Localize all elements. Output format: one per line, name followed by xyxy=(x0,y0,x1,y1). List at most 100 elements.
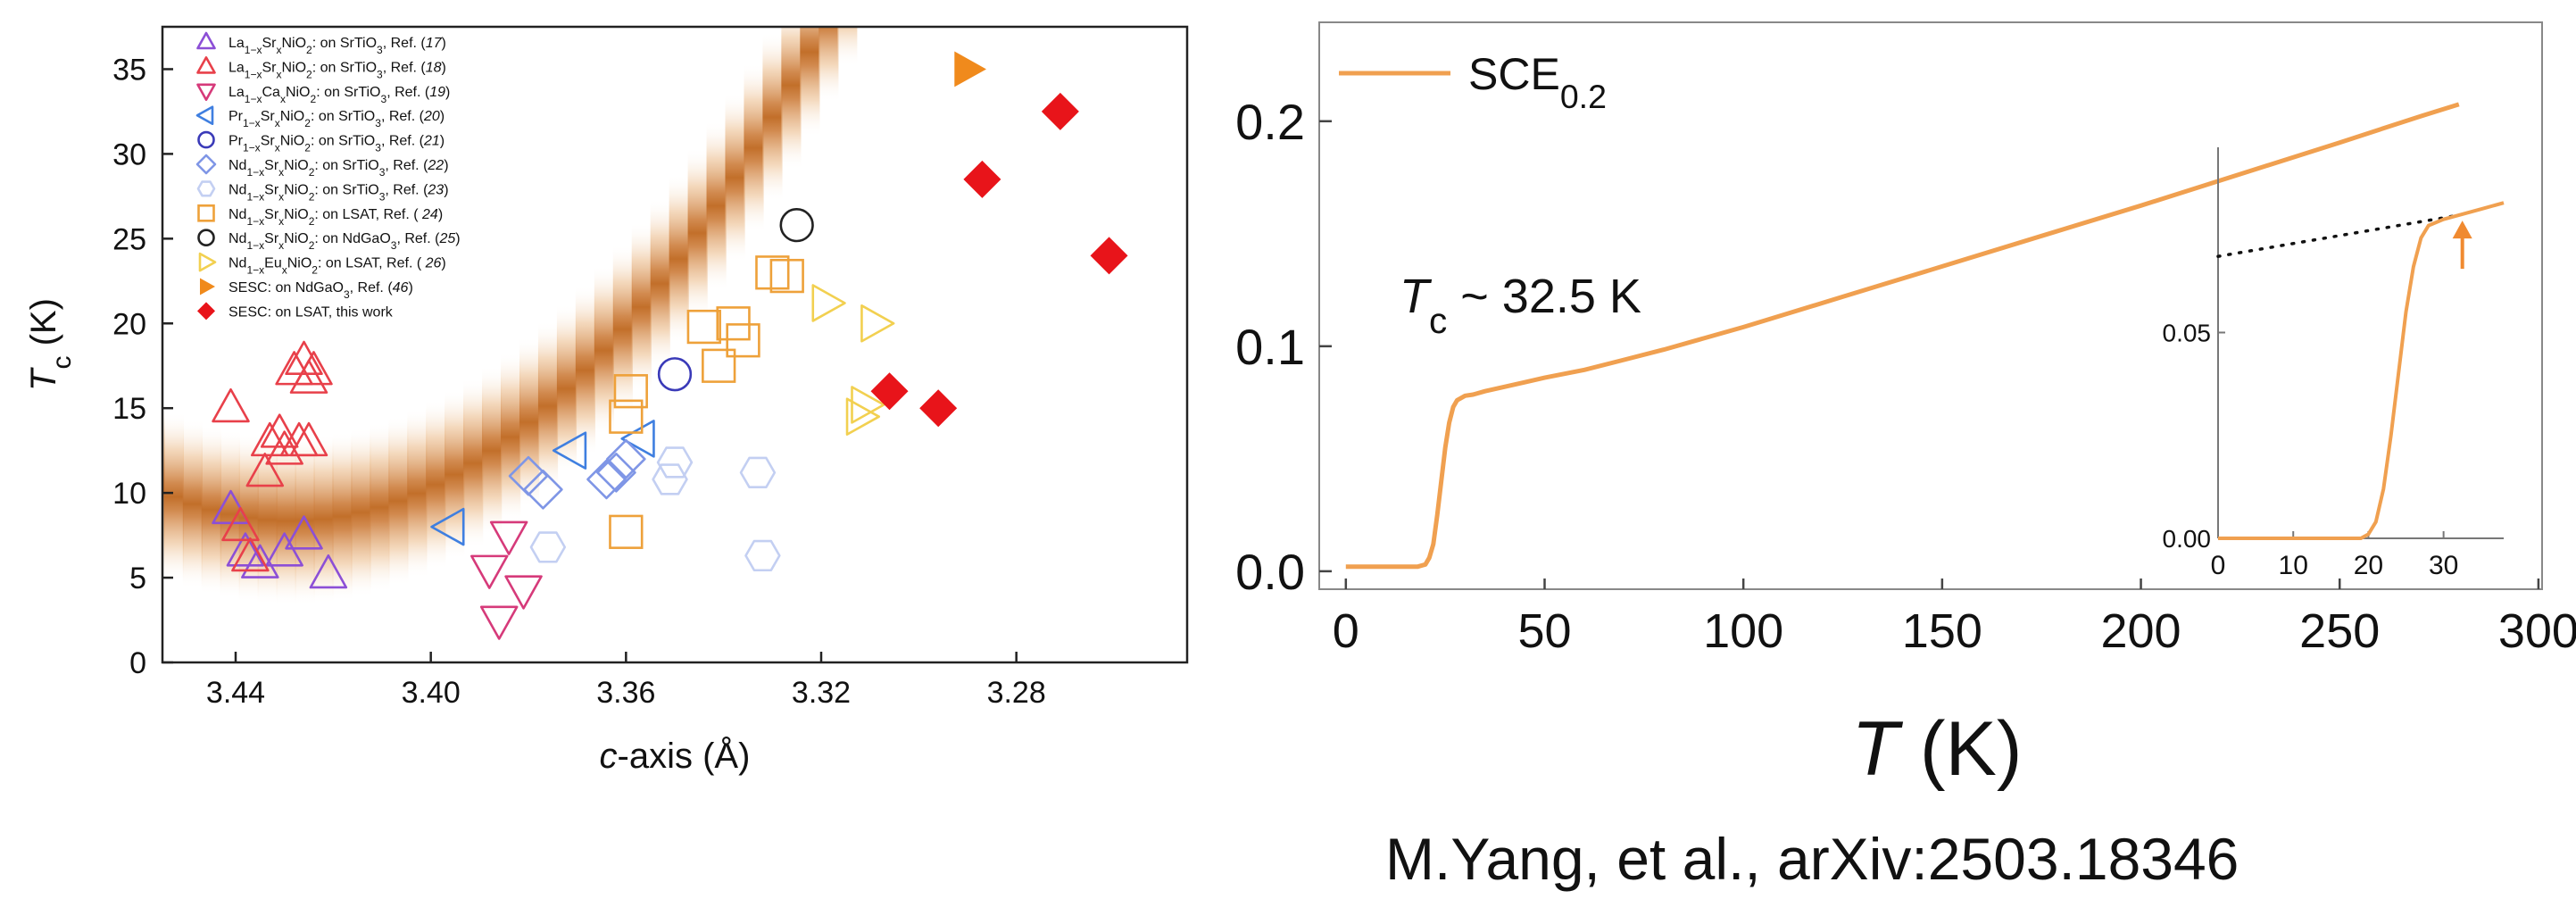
x-axis-label: c-axis (Å) xyxy=(600,736,751,776)
point-s1-11 xyxy=(295,351,333,386)
legend: La1−xSrxNiO2: on SrTiO3, Ref. (17) La1−xS… xyxy=(195,31,461,320)
point-s10-0 xyxy=(954,51,986,87)
point-s0-4 xyxy=(285,515,323,550)
y-tick-label: 0.0 xyxy=(1235,544,1305,600)
point-s2-2 xyxy=(479,605,519,640)
y-tick-label: 0.1 xyxy=(1235,319,1305,375)
point-s1-9 xyxy=(285,340,323,376)
point-s7-6 xyxy=(726,323,760,358)
trend-band xyxy=(162,27,877,606)
x-tick-label: 250 xyxy=(2299,604,2380,658)
plot-frame-right xyxy=(1318,21,2543,590)
x-tick-label: 300 xyxy=(2498,604,2576,658)
y-axis-label: Tc (K) xyxy=(24,298,77,391)
y-tick-label: 0.2 xyxy=(1235,94,1305,150)
legend-marker-2 xyxy=(196,83,216,102)
inset-y-tick-label: 0.00 xyxy=(2163,525,2212,553)
y-tick-label: 10 xyxy=(112,477,146,511)
legend-marker-7 xyxy=(197,204,215,222)
point-s1-4 xyxy=(251,421,289,457)
y-tick-label: 35 xyxy=(112,53,146,87)
legend-entry-8: Nd1−xSrxNiO2: on NdGaO3, Ref. (25) xyxy=(229,231,461,252)
point-s3-2 xyxy=(620,420,655,458)
point-s6-3 xyxy=(739,456,777,489)
tc-annotation: Tc ~ 32.5 K xyxy=(1400,270,1641,341)
inset-x-tick-label: 30 xyxy=(2429,551,2458,580)
point-s6-2 xyxy=(656,446,694,479)
legend-marker-11 xyxy=(197,302,215,320)
x-tick-label: 150 xyxy=(1902,604,1982,658)
x-tick-label: 3.36 xyxy=(596,676,655,710)
tc-arrow-head xyxy=(2452,221,2472,239)
point-s2-1 xyxy=(489,520,528,555)
inset-extrapolation-line xyxy=(2216,213,2461,258)
x-axis-ticks: 3.44 3.40 3.36 3.32 3.28 xyxy=(206,652,1046,710)
legend-entry-5: Nd1−xSrxNiO2: on SrTiO3, Ref. (22) xyxy=(229,158,449,179)
legend-entry-11: SESC: on LSAT, this work xyxy=(229,304,394,320)
point-s1-8 xyxy=(275,351,313,386)
point-s6-1 xyxy=(652,463,688,495)
inset-x-tick-label: 10 xyxy=(2279,551,2308,580)
inset-y-tick-label: 0.05 xyxy=(2163,319,2212,346)
legend-entry-6: Nd1−xSrxNiO2: on SrTiO3, Ref. (23) xyxy=(229,182,449,203)
legend-marker-0 xyxy=(196,31,216,50)
point-s9-1 xyxy=(860,304,895,343)
y-axis-ticks: 0 5 10 15 20 25 30 35 xyxy=(112,53,173,680)
point-s11-0 xyxy=(870,372,909,411)
x-tick-label: 50 xyxy=(1517,604,1571,658)
x-tick-label: 3.40 xyxy=(402,676,461,710)
tc-vs-c-axis-chart: 3.44 3.40 3.36 3.32 3.28 0 5 10 15 20 25 30 35 La1−… xyxy=(24,25,1189,776)
legend-sce: SCE0.2 xyxy=(1339,49,1607,115)
point-s11-1 xyxy=(919,389,958,428)
point-s1-6 xyxy=(265,430,303,465)
y-tick-label: 20 xyxy=(112,307,146,341)
legend-marker-3 xyxy=(195,105,214,125)
legend-entry-2: La1−xCaxNiO2: on SrTiO3, Ref. (19) xyxy=(229,85,450,105)
legend-label: SCE0.2 xyxy=(1468,49,1607,115)
legend-marker-4 xyxy=(197,130,215,149)
main-axes: 0 50 100 150 200 250 300 0.0 0.1 0.2 xyxy=(1235,94,2576,658)
point-s1-0 xyxy=(212,387,250,423)
point-s5-3 xyxy=(596,453,636,493)
point-s5-2 xyxy=(586,459,627,500)
point-s7-4 xyxy=(702,348,736,383)
legend-entry-9: Nd1−xEuxNiO2: on LSAT, Ref. ( 26) xyxy=(229,256,446,277)
legend-marker-10 xyxy=(200,278,215,296)
point-s7-1 xyxy=(609,399,644,434)
y-tick-label: 5 xyxy=(129,562,146,595)
point-s6-4 xyxy=(744,539,781,572)
inset-x-tick-label: 20 xyxy=(2354,551,2383,580)
point-s0-1 xyxy=(226,532,265,567)
point-s6-0 xyxy=(529,531,567,563)
point-s5-1 xyxy=(523,470,563,510)
legend-marker-5 xyxy=(195,154,217,175)
point-s9-3 xyxy=(851,386,885,424)
point-s9-2 xyxy=(845,397,881,436)
legend-marker-9 xyxy=(198,252,217,272)
y-tick-label: 0 xyxy=(129,646,146,680)
point-s0-0 xyxy=(212,489,250,525)
point-s0-5 xyxy=(309,554,348,589)
point-s7-0 xyxy=(609,514,644,549)
point-s5-4 xyxy=(606,438,646,479)
plot-frame-left xyxy=(161,25,1189,664)
x-tick-label: 100 xyxy=(1703,604,1783,658)
x-tick-label: 0 xyxy=(1333,604,1359,658)
legend-entry-3: Pr1−xSrxNiO2: on SrTiO3, Ref. (20) xyxy=(229,109,445,129)
y-tick-label: 15 xyxy=(112,392,146,426)
point-s7-3 xyxy=(686,309,721,345)
y-tick-label: 30 xyxy=(112,137,146,171)
point-s4-0 xyxy=(657,357,693,392)
x-tick-label: 3.44 xyxy=(206,676,265,710)
sce-0.2-curve xyxy=(1345,102,2460,570)
point-s7-8 xyxy=(769,258,804,294)
point-s11-3 xyxy=(1041,92,1079,130)
legend-entry-7: Nd1−xSrxNiO2: on LSAT, Ref. ( 24) xyxy=(229,207,443,228)
point-s1-3 xyxy=(245,453,285,487)
point-s1-12 xyxy=(289,421,328,457)
x-tick-label: 200 xyxy=(2100,604,2181,658)
point-s3-0 xyxy=(430,507,465,546)
point-s7-2 xyxy=(613,374,648,409)
legend-marker-8 xyxy=(197,229,215,247)
